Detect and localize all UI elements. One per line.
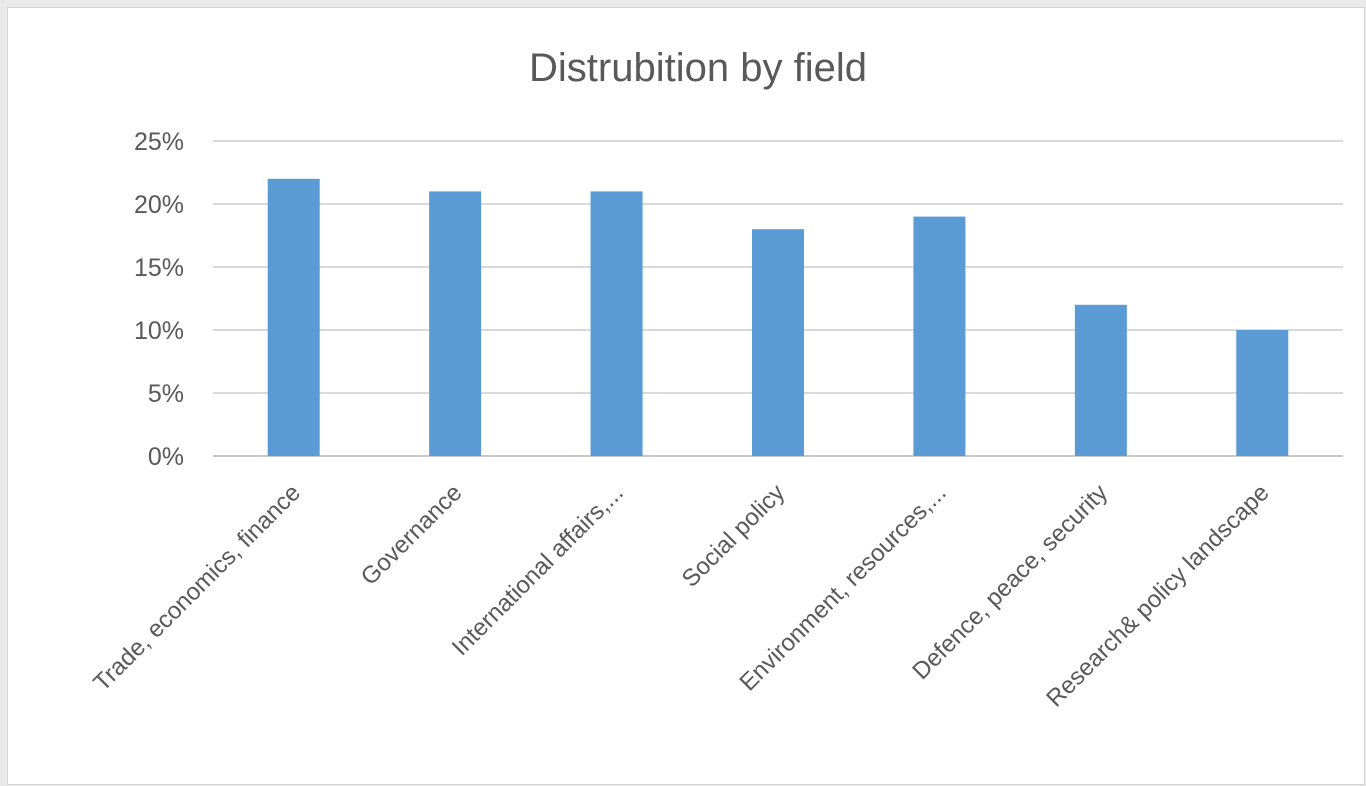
x-tick-label: Governance (356, 479, 468, 591)
y-tick-label: 0% (148, 443, 184, 471)
bar (752, 229, 804, 456)
y-tick-label: 20% (134, 191, 184, 219)
y-tick-label: 25% (134, 128, 184, 156)
bar (1074, 304, 1127, 456)
y-axis: 0% 5% 10% 15% 20% 25% (134, 128, 184, 471)
bar (1236, 330, 1289, 456)
bar (267, 178, 320, 457)
y-tick-label: 15% (134, 254, 184, 282)
x-tick-label: Trade, economics, finance (88, 479, 306, 697)
x-tick-label: International affairs,... (447, 479, 629, 661)
bar (590, 191, 643, 456)
chart-frame (8, 8, 1364, 784)
bars (267, 178, 1289, 457)
x-tick-label: Social policy (677, 479, 790, 592)
y-tick-label: 5% (148, 380, 184, 408)
chart-title: Distrubition by field (529, 46, 867, 90)
x-axis: Trade, economics, finance GovernanceInter… (88, 479, 1274, 712)
bar (429, 191, 482, 456)
y-tick-label: 10% (134, 317, 184, 345)
bar (913, 216, 966, 456)
